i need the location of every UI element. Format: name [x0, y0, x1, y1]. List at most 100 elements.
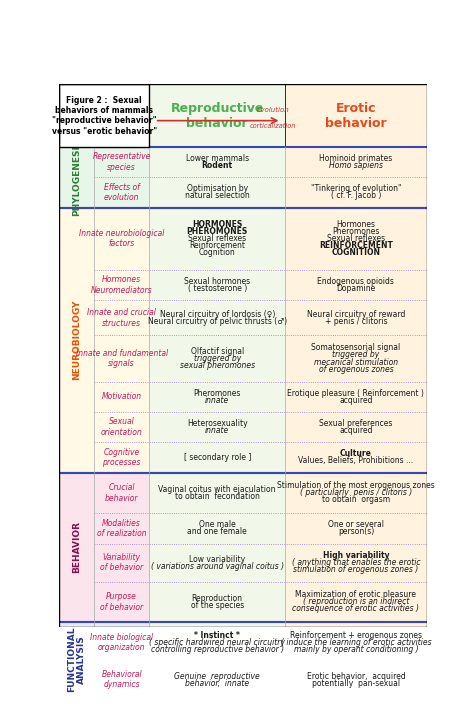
Text: Variability
of behavior: Variability of behavior — [100, 553, 143, 572]
Bar — [149, 412, 285, 442]
Text: Sexual reflexes: Sexual reflexes — [188, 234, 246, 243]
Text: Innate and fundamental
signals: Innate and fundamental signals — [76, 348, 168, 368]
Bar — [149, 382, 285, 412]
Bar — [285, 208, 427, 270]
Text: Innate neurobiological
factors: Innate neurobiological factors — [79, 229, 164, 249]
Text: ( variations around vaginal coitus ): ( variations around vaginal coitus ) — [151, 562, 284, 571]
Bar — [59, 147, 94, 208]
Bar — [285, 663, 427, 696]
Text: ( anything that enables the erotic: ( anything that enables the erotic — [292, 558, 420, 567]
Bar — [94, 663, 149, 696]
Text: acquired: acquired — [339, 426, 373, 435]
Text: of the species: of the species — [191, 601, 244, 610]
Bar — [149, 270, 285, 300]
Text: "Tinkering of evolution": "Tinkering of evolution" — [310, 184, 401, 194]
Bar — [149, 442, 285, 472]
Text: PHEROMONES: PHEROMONES — [187, 227, 248, 236]
Text: ( induce the learning of erotic activities: ( induce the learning of erotic activiti… — [281, 638, 431, 647]
Bar — [149, 622, 285, 663]
Text: behavior,  innate: behavior, innate — [185, 679, 249, 688]
Bar — [285, 270, 427, 300]
Bar — [285, 412, 427, 442]
Text: Innate biological
organization: Innate biological organization — [90, 633, 153, 652]
Text: Hormones: Hormones — [337, 220, 375, 229]
Bar — [285, 513, 427, 543]
Text: Innate and crucial
structures: Innate and crucial structures — [87, 308, 156, 327]
Bar — [94, 177, 149, 208]
Text: innate: innate — [205, 396, 229, 405]
Text: Sexual reflexes: Sexual reflexes — [327, 234, 385, 243]
Text: Endogenous opioids: Endogenous opioids — [318, 277, 394, 286]
Bar — [285, 382, 427, 412]
Text: One male: One male — [199, 520, 236, 529]
Text: Olfactif signal: Olfactif signal — [191, 347, 244, 356]
Text: One or several: One or several — [328, 520, 384, 529]
Text: ( specific hardwired neural circuitry: ( specific hardwired neural circuitry — [149, 638, 285, 647]
Bar — [149, 300, 285, 336]
Text: Reproduction: Reproduction — [191, 594, 243, 603]
Text: ( cf. F. Jacob ): ( cf. F. Jacob ) — [331, 191, 381, 201]
Text: [ secondary role ]: [ secondary role ] — [183, 453, 251, 462]
Bar — [94, 622, 149, 663]
Text: Purpose
of behavior: Purpose of behavior — [100, 592, 143, 612]
Bar — [149, 663, 285, 696]
Text: BEHAVIOR: BEHAVIOR — [72, 522, 81, 574]
Text: NEUROBIOLOGY: NEUROBIOLOGY — [72, 300, 81, 380]
Text: triggered by: triggered by — [193, 354, 241, 363]
Bar — [94, 442, 149, 472]
Text: Neural circuitry of pelvic thrusts (♂): Neural circuitry of pelvic thrusts (♂) — [147, 317, 287, 326]
Text: Somatosensorial signal: Somatosensorial signal — [311, 344, 401, 353]
Text: of erogenous zones: of erogenous zones — [319, 365, 393, 374]
Text: ( particularly  penis / clitoris ): ( particularly penis / clitoris ) — [300, 489, 412, 498]
Text: Effects of
evolution: Effects of evolution — [104, 182, 139, 202]
Text: Reproductive
behavior: Reproductive behavior — [171, 101, 264, 130]
Bar — [94, 270, 149, 300]
Text: ( reproduction is an indirect: ( reproduction is an indirect — [303, 598, 409, 606]
Bar — [94, 147, 149, 177]
Text: person(s): person(s) — [338, 527, 374, 536]
Text: FUNCTIONAL
ANALYSIS: FUNCTIONAL ANALYSIS — [67, 627, 86, 692]
Bar — [285, 543, 427, 582]
Text: HORMONES: HORMONES — [192, 220, 242, 229]
Text: Sexual preferences: Sexual preferences — [319, 419, 392, 428]
Bar — [149, 513, 285, 543]
Text: Pheromones: Pheromones — [332, 227, 380, 236]
Bar — [285, 582, 427, 622]
Text: Erotic
behavior: Erotic behavior — [325, 101, 387, 130]
Text: Stimulation of the most erogenous zones: Stimulation of the most erogenous zones — [277, 482, 435, 491]
Text: Neural circuitry of lordosis (♀): Neural circuitry of lordosis (♀) — [160, 310, 275, 319]
Bar — [59, 208, 94, 472]
Text: + penis / clitoris: + penis / clitoris — [325, 317, 387, 326]
Text: and one female: and one female — [187, 527, 247, 536]
Text: Vaginal coitus with ejaculation: Vaginal coitus with ejaculation — [158, 485, 276, 494]
Text: Values, Beliefs, Prohibitions ...: Values, Beliefs, Prohibitions ... — [298, 456, 413, 465]
Bar — [94, 208, 149, 270]
Text: Low variability: Low variability — [189, 555, 245, 564]
Bar — [149, 543, 285, 582]
Text: Reinforcement + erogenous zones: Reinforcement + erogenous zones — [290, 631, 422, 640]
Text: Hormones
Neuromediators: Hormones Neuromediators — [91, 275, 153, 295]
Text: controlling reproductive behavior ): controlling reproductive behavior ) — [151, 645, 284, 654]
Text: Pheromones: Pheromones — [193, 389, 241, 398]
Bar — [94, 582, 149, 622]
Text: High variability: High variability — [323, 551, 389, 560]
Bar — [149, 177, 285, 208]
Text: Modalities
of realization: Modalities of realization — [97, 519, 146, 538]
Text: ( testosterone ): ( testosterone ) — [188, 284, 247, 293]
Text: Behavioral
dynamics: Behavioral dynamics — [101, 670, 142, 689]
Bar — [94, 300, 149, 336]
Text: Lower mammals: Lower mammals — [186, 154, 249, 163]
Text: Genuine  reproductive: Genuine reproductive — [174, 672, 260, 681]
Text: Heterosexuality: Heterosexuality — [187, 419, 247, 428]
Bar — [285, 147, 427, 177]
Bar — [149, 84, 285, 147]
Text: to obtain  orgasm: to obtain orgasm — [322, 496, 390, 505]
Text: Evolution: Evolution — [257, 107, 290, 113]
Bar — [59, 622, 94, 696]
Text: mecanical stimulation: mecanical stimulation — [314, 358, 398, 367]
Bar — [285, 177, 427, 208]
Bar — [94, 382, 149, 412]
Text: Sexual hormones: Sexual hormones — [184, 277, 250, 286]
Bar — [285, 300, 427, 336]
Text: * Instinct *: * Instinct * — [194, 631, 240, 640]
